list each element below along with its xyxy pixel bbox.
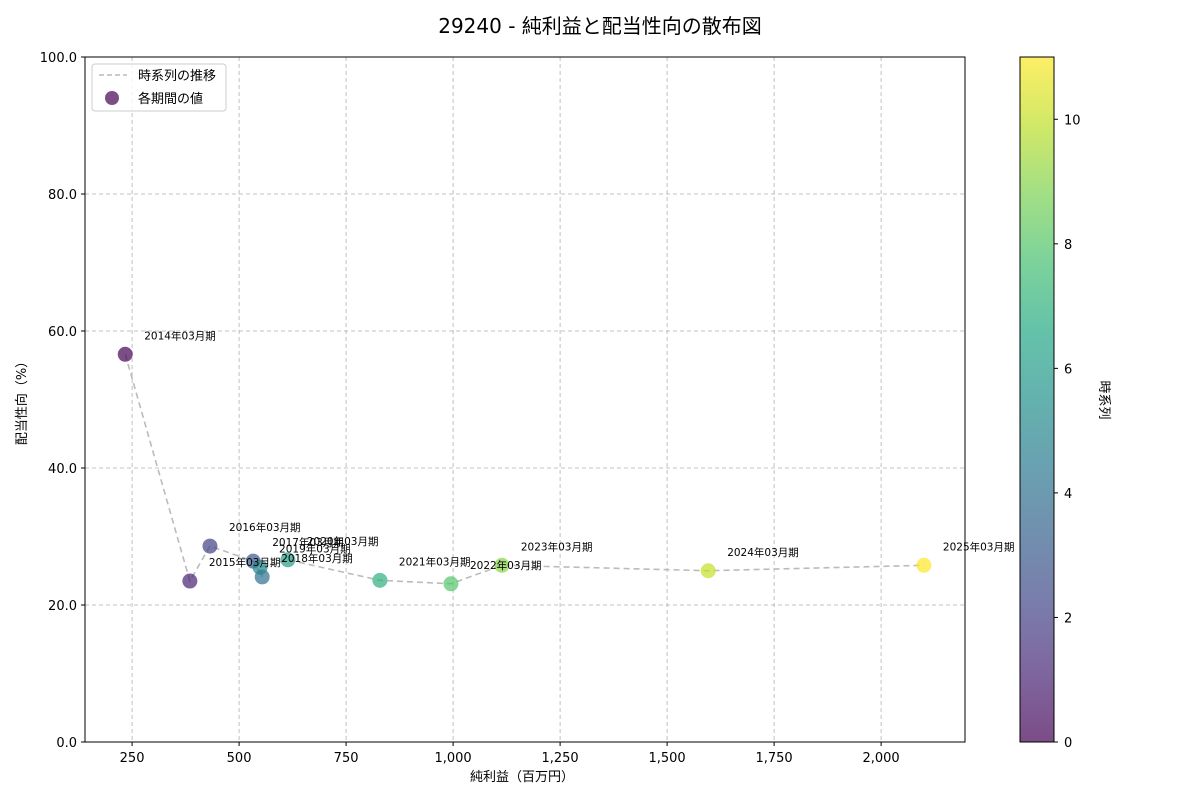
legend-label-points: 各期間の値 — [138, 91, 203, 107]
colorbar-label: 時系列 — [1096, 380, 1111, 419]
data-point — [280, 552, 296, 568]
point-label: 2018年03月期 — [281, 552, 353, 565]
data-point — [182, 573, 198, 589]
y-tick-label: 20.0 — [48, 599, 77, 614]
trend-polyline — [124, 354, 924, 585]
point-labels: 2014年03月期 2015年03月期 2016年03月期 2017年03月期 2018… — [144, 329, 1014, 571]
point-label: 2021年03月期 — [399, 555, 471, 568]
point-label: 2023年03月期 — [521, 540, 593, 553]
data-point — [443, 576, 459, 592]
point-label: 2020年03月期 — [307, 535, 379, 548]
x-tick-label: 1,250 — [541, 751, 578, 766]
colorbar-ticks: 0 2 4 6 8 10 — [1054, 113, 1081, 751]
colorbar-tick-label: 0 — [1064, 736, 1072, 751]
x-axis-ticks: 250 500 750 1,000 1,250 1,500 1,750 2,000 — [120, 742, 900, 766]
point-label: 2017年03月期 — [272, 536, 344, 549]
colorbar-tick-label: 2 — [1064, 611, 1072, 626]
grid-lines — [85, 57, 965, 742]
y-tick-label: 80.0 — [48, 188, 77, 203]
colorbar-tick-label: 8 — [1064, 238, 1072, 253]
point-label: 2015年03月期 — [209, 556, 281, 569]
data-point — [916, 557, 932, 573]
x-tick-label: 2,000 — [862, 751, 899, 766]
y-axis-label: 配当性向（%） — [14, 355, 30, 445]
colorbar-gradient — [1019, 56, 1055, 743]
data-point — [372, 572, 388, 588]
colorbar: 0 2 4 6 8 10 時系列 — [1019, 56, 1111, 751]
data-point — [700, 563, 716, 579]
y-tick-label: 40.0 — [48, 462, 77, 477]
plot-frame — [84, 56, 966, 743]
x-tick-label: 1,750 — [755, 751, 792, 766]
data-point — [252, 559, 268, 575]
legend: 時系列の推移 各期間の値 — [91, 63, 227, 112]
y-axis-ticks: 0.0 20.0 40.0 60.0 80.0 100.0 — [40, 51, 85, 751]
legend-marker-swatch — [105, 91, 119, 105]
x-tick-label: 1,500 — [648, 751, 685, 766]
trend-line — [124, 354, 924, 585]
x-tick-label: 750 — [334, 751, 359, 766]
legend-label-trend: 時系列の推移 — [138, 69, 216, 84]
y-tick-label: 60.0 — [48, 325, 77, 340]
x-tick-label: 1,000 — [434, 751, 471, 766]
x-axis-label: 純利益（百万円） — [470, 770, 574, 785]
colorbar-tick-label: 4 — [1064, 487, 1072, 502]
point-label: 2025年03月期 — [943, 540, 1015, 553]
point-label: 2014年03月期 — [144, 329, 216, 342]
data-point — [494, 557, 510, 573]
data-point — [117, 346, 133, 362]
x-tick-label: 250 — [120, 751, 145, 766]
data-points — [117, 346, 932, 592]
point-label: 2022年03月期 — [470, 559, 542, 572]
data-point — [202, 538, 218, 554]
y-tick-label: 0.0 — [56, 736, 77, 751]
colorbar-tick-label: 6 — [1064, 362, 1072, 377]
y-tick-label: 100.0 — [40, 51, 77, 66]
chart-title: 29240 - 純利益と配当性向の散布図 — [438, 14, 762, 38]
point-label: 2016年03月期 — [229, 521, 301, 534]
colorbar-tick-label: 10 — [1064, 113, 1081, 128]
x-tick-label: 500 — [227, 751, 252, 766]
point-label: 2019年03月期 — [279, 542, 351, 555]
point-label: 2024年03月期 — [727, 546, 799, 559]
